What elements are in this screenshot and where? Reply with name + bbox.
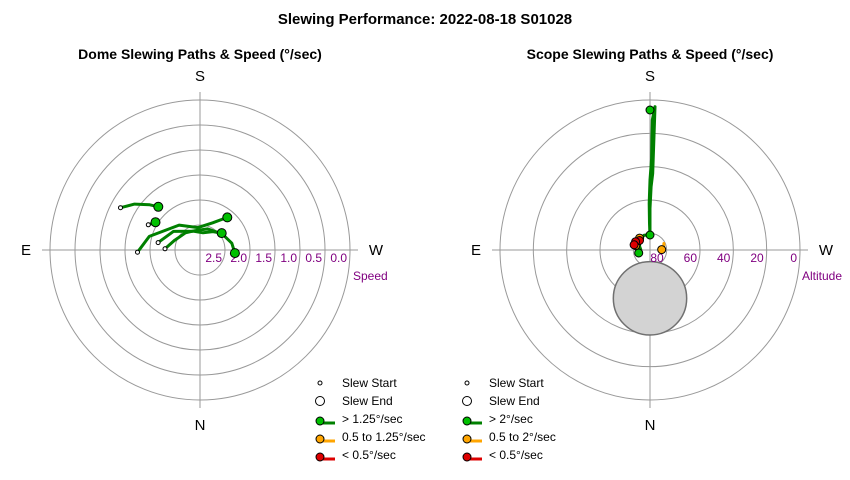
dome-legend-end-swatch (315, 396, 325, 406)
dome-slew-path-3 (156, 229, 224, 245)
scope-legend-start-swatch (464, 380, 470, 386)
scope-radial-axis-label: Altitude (802, 269, 842, 283)
dome-slew-start-4 (145, 222, 151, 228)
scope-slew-end-2 (645, 230, 655, 240)
dome-legend: Slew Start Slew End > 1.25°/sec 0.5 to 1.25… (315, 376, 426, 462)
scope-tick-label-3: 20 (750, 251, 764, 265)
scope-shaded-disc (612, 260, 688, 336)
dome-dir-left: E (21, 242, 31, 259)
dome-legend-end-label: Slew End (342, 394, 393, 408)
scope-paths (629, 105, 667, 258)
scope-legend-fast-swatch (462, 416, 472, 426)
scope-radial-ticks: 80 60 40 20 0 (650, 251, 797, 265)
dome-legend-fast-label: > 1.25°/sec (342, 412, 403, 426)
scope-dir-right: W (819, 242, 834, 259)
scope-legend-slow-label: < 0.5°/sec (489, 448, 543, 462)
scope-chart-title: Scope Slewing Paths & Speed (°/sec) (527, 46, 774, 62)
dome-slew-start-3 (155, 240, 161, 246)
dome-slew-end-3 (216, 228, 227, 239)
dome-legend-slow-label: < 0.5°/sec (342, 448, 396, 462)
scope-chart: Scope Slewing Paths & Speed (°/sec) S E … (462, 46, 842, 462)
scope-slew-end-0 (645, 105, 655, 115)
dome-slew-path-2 (163, 227, 237, 255)
scope-dir-bottom: N (645, 417, 656, 434)
dome-radial-ticks: 2.5 2.0 1.5 1.0 0.5 0.0 (205, 251, 347, 265)
dome-slew-start-0 (135, 249, 140, 255)
dome-slew-end-0 (222, 212, 233, 223)
dome-slew-path-0 (136, 215, 229, 254)
dome-dir-right: W (369, 242, 384, 259)
dome-tick-label-4: 0.5 (305, 251, 322, 265)
scope-dir-left: E (471, 242, 481, 259)
dome-legend-medium-swatch (315, 434, 325, 444)
scope-tick-label-2: 40 (717, 251, 731, 265)
dome-slew-end-1 (153, 201, 164, 212)
dome-tick-label-5: 0.0 (330, 251, 347, 265)
dome-legend-start-label: Slew Start (342, 376, 397, 390)
scope-legend-medium-swatch (462, 434, 472, 444)
dome-radial-axis-label: Speed (353, 269, 388, 283)
scope-legend-end-label: Slew End (489, 394, 540, 408)
scope-tick-label-0: 80 (650, 251, 664, 265)
dome-slew-start-1 (118, 205, 123, 211)
dome-tick-label-3: 1.0 (280, 251, 297, 265)
scope-slew-path-1 (647, 105, 657, 239)
dome-dir-bottom: N (195, 417, 206, 434)
dome-legend-medium-label: 0.5 to 1.25°/sec (342, 430, 426, 444)
scope-slew-end-1 (634, 248, 644, 258)
scope-legend: Slew Start Slew End > 2°/sec 0.5 to 2°/sec <… (462, 376, 556, 462)
dome-slew-start-2 (162, 246, 168, 252)
dome-paths (118, 201, 240, 259)
dome-tick-label-2: 1.5 (255, 251, 272, 265)
scope-shaded-region (612, 260, 688, 336)
scope-legend-end-swatch (462, 396, 472, 406)
dome-tick-label-0: 2.5 (205, 251, 222, 265)
scope-slew-end-3 (657, 245, 667, 255)
figure-title: Slewing Performance: 2022-08-18 S01028 (278, 11, 572, 28)
dome-slew-end-4 (150, 217, 161, 228)
scope-legend-medium-label: 0.5 to 2°/sec (489, 430, 556, 444)
scope-tick-label-1: 60 (684, 251, 698, 265)
dome-dir-top: S (195, 68, 205, 85)
scope-legend-slow-swatch (462, 452, 472, 462)
dome-legend-slow-swatch (315, 452, 325, 462)
dome-chart-title: Dome Slewing Paths & Speed (°/sec) (78, 46, 322, 62)
scope-slew-end-9 (629, 240, 639, 250)
dome-legend-start-swatch (317, 380, 323, 386)
dome-chart: Dome Slewing Paths & Speed (°/sec) S E W… (21, 46, 426, 462)
dome-slew-end-2 (229, 248, 240, 259)
scope-legend-fast-label: > 2°/sec (489, 412, 533, 426)
dome-legend-fast-swatch (315, 416, 325, 426)
scope-dir-top: S (645, 68, 655, 85)
scope-legend-start-label: Slew Start (489, 376, 544, 390)
scope-tick-label-4: 0 (790, 251, 797, 265)
